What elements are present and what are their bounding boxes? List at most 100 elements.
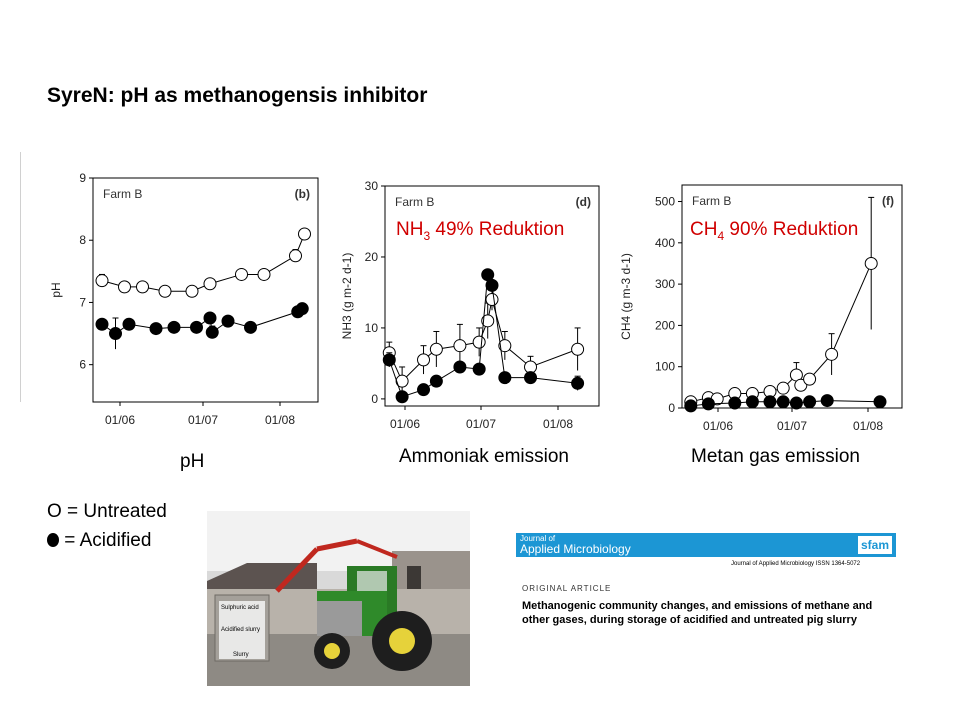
caption-ammoniak: Ammoniak emission xyxy=(399,446,569,467)
y-tick-label: 200 xyxy=(655,318,675,332)
data-point-filled xyxy=(789,396,803,410)
y-tick-label: 30 xyxy=(365,179,379,193)
y-tick-label: 9 xyxy=(79,171,86,185)
panel-letter: (f) xyxy=(882,194,894,208)
y-tick-label: 7 xyxy=(79,295,86,309)
farm-label: Farm B xyxy=(395,195,434,209)
y-tick-label: 6 xyxy=(79,358,86,372)
x-tick-label: 01/06 xyxy=(703,419,733,433)
y-tick-label: 8 xyxy=(79,233,86,247)
data-point-open xyxy=(118,280,131,294)
y-tick-label: 300 xyxy=(655,277,675,291)
data-point-open xyxy=(136,280,149,294)
data-point-filled xyxy=(295,302,309,316)
data-point-filled xyxy=(873,395,887,409)
y-tick-label: 0 xyxy=(371,392,378,406)
journal-small-label: Journal of xyxy=(520,534,556,543)
data-point-filled xyxy=(244,320,257,334)
slide-title: SyreN: pH as methanogensis inhibitor xyxy=(47,84,428,107)
data-point-filled xyxy=(684,399,698,413)
caption-ph: pH xyxy=(180,451,205,472)
data-point-filled xyxy=(149,322,163,336)
data-point-filled xyxy=(728,396,742,410)
data-point-filled xyxy=(122,317,136,331)
data-point-open xyxy=(417,353,431,367)
nh3-reduction-annotation: NH3 49% Reduktion xyxy=(396,219,565,243)
filled-circle-icon xyxy=(47,533,59,547)
data-point-open xyxy=(235,267,248,281)
y-tick-label: 500 xyxy=(655,195,675,209)
data-point-filled xyxy=(205,325,219,339)
data-point-open xyxy=(257,267,271,281)
x-tick-label: 01/06 xyxy=(105,413,135,427)
series-line-open xyxy=(690,263,872,403)
x-tick-label: 01/07 xyxy=(466,417,496,431)
x-tick-label: 01/06 xyxy=(390,417,420,431)
article-kind: ORIGINAL ARTICLE xyxy=(522,584,612,593)
y-axis-label: pH xyxy=(49,282,63,297)
photo-label-slurry: Slurry xyxy=(233,652,249,658)
plot-frame xyxy=(92,177,319,403)
data-point-filled xyxy=(95,317,109,331)
series-line-filled xyxy=(690,400,881,407)
data-point-filled xyxy=(498,371,512,385)
data-point-open xyxy=(803,372,817,386)
ch4-reduction-annotation: CH4 90% Reduktion xyxy=(690,219,859,243)
ph-chart: 6 7 8 9 01/06 01/07 01/08 Farm B (b) pH xyxy=(49,171,319,427)
data-point-filled xyxy=(820,394,834,408)
journal-issn: Journal of Applied Microbiology ISSN 136… xyxy=(731,561,861,567)
nh3-chart: 0 10 20 30 01/06 01/07 01/08 Farm B (d) NH3 (g m-… xyxy=(340,179,600,431)
data-point-filled xyxy=(472,362,486,376)
data-point-filled xyxy=(429,374,443,388)
data-point-filled xyxy=(745,395,759,409)
data-point-open xyxy=(185,284,199,298)
farm-label: Farm B xyxy=(692,194,731,208)
data-point-filled xyxy=(453,360,467,374)
data-point-filled xyxy=(221,314,235,328)
data-point-filled xyxy=(109,327,122,341)
sfam-logo: sfam xyxy=(858,536,892,554)
x-tick-label: 01/08 xyxy=(853,419,883,433)
data-point-open xyxy=(289,249,302,263)
series-line-filled xyxy=(388,274,578,398)
photo-label-acid: Sulphuric acid xyxy=(221,605,259,611)
data-point-filled xyxy=(167,320,181,334)
data-point-open xyxy=(571,342,585,356)
data-point-open xyxy=(203,277,217,291)
data-point-open xyxy=(429,342,443,356)
data-point-filled xyxy=(190,320,203,334)
data-point-open xyxy=(498,339,512,353)
y-tick-label: 100 xyxy=(655,360,675,374)
data-point-filled xyxy=(763,395,777,409)
data-point-filled xyxy=(803,395,817,409)
y-tick-label: 0 xyxy=(668,401,675,415)
data-point-filled xyxy=(395,390,409,404)
data-point-filled xyxy=(776,395,790,409)
photo-label-acidified: Acidified slurry xyxy=(221,627,261,633)
data-point-open xyxy=(95,274,109,288)
data-point-filled xyxy=(203,311,217,325)
data-point-open xyxy=(472,335,486,349)
farm-label: Farm B xyxy=(103,187,142,201)
series-line-open xyxy=(101,233,305,292)
data-point-open xyxy=(794,378,808,392)
article-header: Journal of Applied Microbiology sfam Jou… xyxy=(516,533,896,643)
data-point-open xyxy=(298,227,311,241)
x-tick-label: 01/07 xyxy=(188,413,218,427)
data-point-open xyxy=(481,314,495,328)
data-point-open xyxy=(776,381,790,395)
tractor-photo: Sulphuric acid Acidified slurry Slurry xyxy=(207,511,470,686)
data-point-open xyxy=(395,374,409,388)
panel-letter: (b) xyxy=(295,187,310,201)
journal-banner: Journal of Applied Microbiology sfam xyxy=(516,533,896,557)
journal-name: Applied Microbiology xyxy=(520,542,631,556)
panel-letter: (d) xyxy=(576,195,591,209)
y-axis-label: CH4 (g m-3 d-1) xyxy=(619,253,633,340)
article-title: Methanogenic community changes, and emis… xyxy=(522,600,873,626)
data-point-open xyxy=(158,284,172,298)
x-tick-label: 01/08 xyxy=(543,417,573,431)
y-tick-label: 10 xyxy=(365,321,379,335)
caption-metan: Metan gas emission xyxy=(691,446,860,467)
x-tick-label: 01/08 xyxy=(265,413,295,427)
x-tick-label: 01/07 xyxy=(777,419,807,433)
